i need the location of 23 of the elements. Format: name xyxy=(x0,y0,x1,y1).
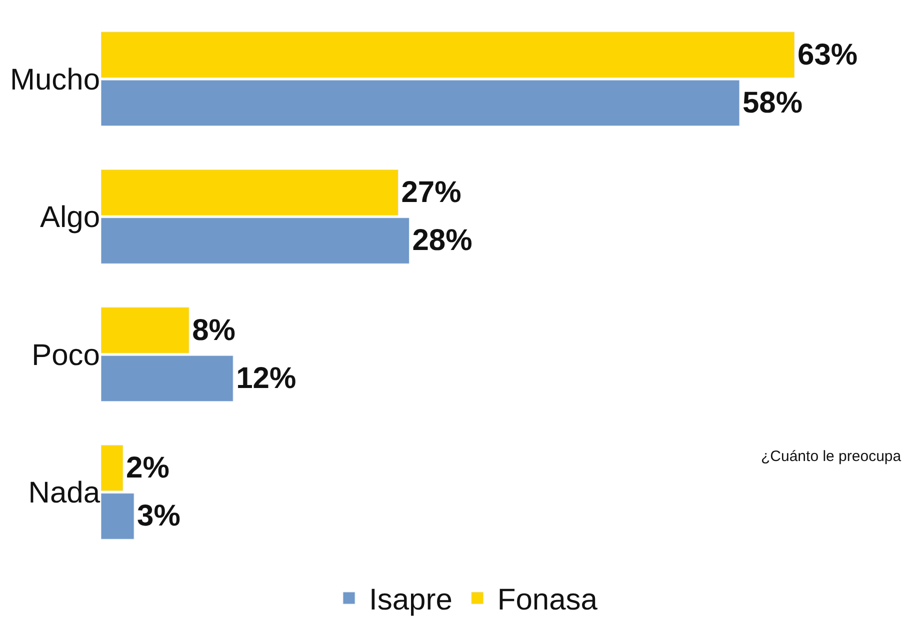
data-label: 8% xyxy=(192,314,236,347)
data-label: 2% xyxy=(126,452,170,485)
y-tick-label: Mucho xyxy=(10,63,100,96)
annotation: ¿Cuánto le preocupa xyxy=(761,448,902,465)
bar xyxy=(101,80,740,126)
bar xyxy=(101,493,134,540)
legend-label: Fonasa xyxy=(497,584,598,617)
data-label: 12% xyxy=(236,362,296,395)
bar xyxy=(101,355,234,402)
y-tick-label: Nada xyxy=(28,476,100,510)
bar xyxy=(101,169,398,216)
data-label: 58% xyxy=(742,86,803,120)
data-label: 28% xyxy=(412,224,472,258)
y-tick-label: Algo xyxy=(40,201,100,234)
data-label: 3% xyxy=(137,500,180,533)
legend-label: Isapre xyxy=(369,584,452,617)
data-label: 27% xyxy=(401,176,462,210)
bar xyxy=(101,32,795,78)
bar xyxy=(101,307,190,354)
y-tick-label: Poco xyxy=(32,338,100,372)
bar xyxy=(101,218,410,264)
data-label: 63% xyxy=(798,38,858,72)
bar xyxy=(101,444,124,492)
